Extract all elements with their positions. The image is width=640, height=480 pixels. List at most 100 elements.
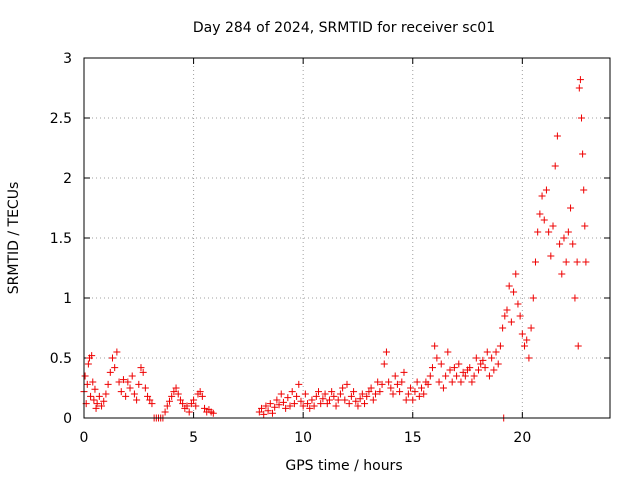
data-point: [170, 388, 178, 396]
data-point: [209, 409, 217, 417]
data-point: [108, 354, 116, 362]
data-point: [523, 336, 531, 344]
data-point: [571, 294, 579, 302]
data-point: [273, 396, 281, 404]
data-point: [363, 392, 371, 400]
data-point: [407, 384, 415, 392]
data-point: [398, 378, 406, 386]
data-point: [380, 360, 388, 368]
data-point: [556, 240, 564, 248]
data-point: [336, 390, 344, 398]
data-point: [282, 404, 290, 412]
data-point: [547, 252, 555, 260]
data-point: [534, 228, 542, 236]
data-point: [488, 354, 496, 362]
data-point: [98, 402, 106, 410]
data-point: [266, 400, 274, 408]
data-point: [525, 354, 533, 362]
data-point: [172, 384, 180, 392]
data-point: [558, 270, 566, 278]
data-point: [130, 390, 138, 398]
data-point: [301, 390, 309, 398]
data-point: [540, 216, 548, 224]
y-tick-label: 0: [63, 411, 72, 427]
y-tick-label: 2.5: [50, 111, 72, 127]
data-point: [361, 400, 369, 408]
data-point: [192, 402, 200, 410]
data-point: [433, 354, 441, 362]
data-point: [277, 390, 285, 398]
data-point: [293, 392, 301, 400]
data-point: [144, 392, 152, 400]
data-point: [93, 400, 101, 408]
data-point: [376, 388, 384, 396]
data-point: [304, 400, 312, 408]
data-point: [137, 364, 145, 372]
data-point: [119, 376, 127, 384]
data-point: [185, 408, 193, 416]
data-point: [581, 222, 589, 230]
data-point: [350, 388, 358, 396]
data-point: [569, 240, 577, 248]
data-point: [385, 378, 393, 386]
data-point: [148, 400, 156, 408]
data-point: [201, 404, 209, 412]
data-point: [382, 348, 390, 356]
data-point: [446, 366, 454, 374]
data-point: [472, 354, 480, 362]
data-point: [286, 402, 294, 410]
data-point: [341, 396, 349, 404]
data-point: [521, 342, 529, 350]
data-point: [389, 390, 397, 398]
data-point: [115, 378, 123, 386]
data-point: [483, 348, 491, 356]
data-point: [413, 378, 421, 386]
data-point: [442, 372, 450, 380]
data-point: [457, 378, 465, 386]
data-point: [578, 114, 586, 122]
data-point: [275, 401, 283, 409]
y-axis-label: SRMTID / TECUs: [6, 182, 22, 295]
data-point: [308, 396, 316, 404]
data-point: [371, 390, 379, 398]
data-point: [100, 397, 108, 405]
data-point: [122, 392, 130, 400]
data-point: [268, 409, 276, 417]
data-point: [420, 390, 428, 398]
x-tick-label: 20: [513, 430, 531, 446]
data-point: [264, 407, 272, 415]
data-point: [367, 384, 375, 392]
data-point: [319, 395, 327, 403]
data-point: [260, 410, 268, 418]
data-point: [477, 360, 485, 368]
data-point: [299, 402, 307, 410]
data-point: [538, 192, 546, 200]
data-point: [365, 388, 373, 396]
data-point: [174, 390, 182, 398]
data-point: [255, 408, 263, 416]
data-point: [507, 318, 515, 326]
data-point: [567, 204, 575, 212]
y-tick-label: 3: [63, 51, 72, 67]
data-point: [165, 397, 173, 405]
data-point: [466, 364, 474, 372]
data-point: [393, 380, 401, 388]
data-point: [92, 404, 100, 412]
data-point: [490, 366, 498, 374]
data-point: [545, 228, 553, 236]
data-point: [315, 388, 323, 396]
data-point: [501, 312, 509, 320]
data-point: [345, 400, 353, 408]
data-point: [295, 380, 303, 388]
data-point: [404, 390, 412, 398]
data-point: [87, 392, 95, 400]
data-point: [575, 84, 583, 92]
data-point: [424, 380, 432, 388]
data-point: [328, 388, 336, 396]
data-point: [90, 396, 98, 404]
x-tick-label: 5: [189, 430, 198, 446]
data-point: [378, 380, 386, 388]
data-point: [531, 258, 539, 266]
data-point: [183, 402, 191, 410]
data-point: [514, 300, 522, 308]
